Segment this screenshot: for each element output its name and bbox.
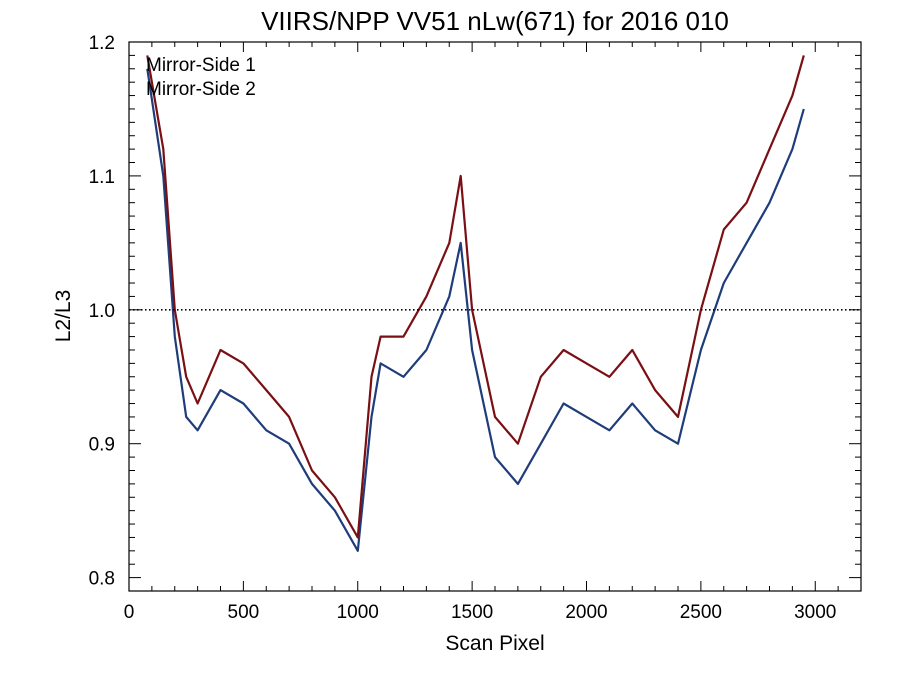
legend-item-mirror-side-1: Mirror-Side 1 bbox=[146, 55, 256, 76]
y-tick-label: 1.0 bbox=[89, 301, 115, 322]
x-tick-label: 3000 bbox=[794, 602, 836, 623]
legend-item-mirror-side-2: Mirror-Side 2 bbox=[146, 79, 256, 100]
x-tick-label: 2000 bbox=[565, 602, 607, 623]
legend: Mirror-Side 1 Mirror-Side 2 bbox=[146, 55, 256, 100]
chart-title: VIIRS/NPP VV51 nLw(671) for 2016 010 bbox=[261, 6, 729, 36]
x-tick-label: 500 bbox=[228, 602, 260, 623]
y-tick-label: 1.1 bbox=[89, 167, 115, 188]
x-tick-label: 1000 bbox=[337, 602, 379, 623]
y-axis-label: L2/L3 bbox=[52, 290, 75, 343]
series-line-1 bbox=[146, 68, 805, 552]
series-line-2 bbox=[146, 55, 805, 539]
x-axis-label: Scan Pixel bbox=[445, 632, 544, 655]
x-tick-label: 1500 bbox=[451, 602, 493, 623]
series-layer bbox=[146, 55, 805, 552]
y-tick-label: 0.9 bbox=[89, 435, 115, 456]
x-tick-label: 0 bbox=[124, 602, 135, 623]
y-tick-label: 1.2 bbox=[89, 33, 115, 54]
y-tick-label: 0.8 bbox=[89, 569, 115, 590]
x-tick-label: 2500 bbox=[680, 602, 722, 623]
axis-ticks: 0 500 1000 1500 2000 2500 3000 0.8 0.9 1.0 1.1 1.2 bbox=[89, 33, 861, 623]
